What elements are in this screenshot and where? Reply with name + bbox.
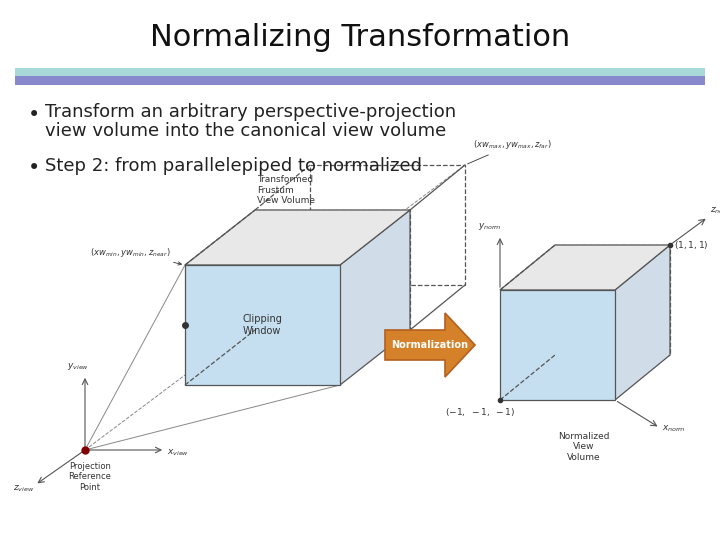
Text: $z_{norm}$: $z_{norm}$ xyxy=(710,206,720,217)
Text: Clipping
Window: Clipping Window xyxy=(242,314,282,336)
Text: •: • xyxy=(28,158,40,178)
Polygon shape xyxy=(500,290,615,400)
Text: Normalized
View
Volume: Normalized View Volume xyxy=(558,432,610,462)
Polygon shape xyxy=(340,210,410,385)
Text: $(1, 1, 1)$: $(1, 1, 1)$ xyxy=(674,239,708,251)
Polygon shape xyxy=(385,313,475,377)
Text: $z_{view}$: $z_{view}$ xyxy=(13,483,35,494)
Text: Normalizing Transformation: Normalizing Transformation xyxy=(150,24,570,52)
Polygon shape xyxy=(185,265,340,385)
Text: $y_{norm}$: $y_{norm}$ xyxy=(478,221,502,232)
Text: $x_{norm}$: $x_{norm}$ xyxy=(662,423,685,434)
Text: Transformed
Frustum
View Volume: Transformed Frustum View Volume xyxy=(257,175,315,205)
Text: $x_{view}$: $x_{view}$ xyxy=(167,448,189,458)
Bar xyxy=(15,68,705,76)
Text: $y_{view}$: $y_{view}$ xyxy=(67,361,89,372)
Text: view volume into the canonical view volume: view volume into the canonical view volu… xyxy=(45,122,446,140)
Polygon shape xyxy=(500,245,670,290)
Text: Projection
Reference
Point: Projection Reference Point xyxy=(68,462,112,492)
Text: Transform an arbitrary perspective-projection: Transform an arbitrary perspective-proje… xyxy=(45,103,456,121)
Text: $(xw_{min},yw_{min},z_{near})$: $(xw_{min},yw_{min},z_{near})$ xyxy=(90,246,181,265)
Text: Step 2: from parallelepiped to normalized: Step 2: from parallelepiped to normalize… xyxy=(45,157,422,175)
Text: $(-1,\ -1,\ -1)$: $(-1,\ -1,\ -1)$ xyxy=(445,406,515,418)
Polygon shape xyxy=(185,210,410,265)
Polygon shape xyxy=(615,245,670,400)
Text: $(xw_{max},yw_{max},z_{far})$: $(xw_{max},yw_{max},z_{far})$ xyxy=(467,138,552,164)
Text: Normalization: Normalization xyxy=(392,340,469,350)
Text: •: • xyxy=(28,105,40,125)
Bar xyxy=(15,76,705,85)
